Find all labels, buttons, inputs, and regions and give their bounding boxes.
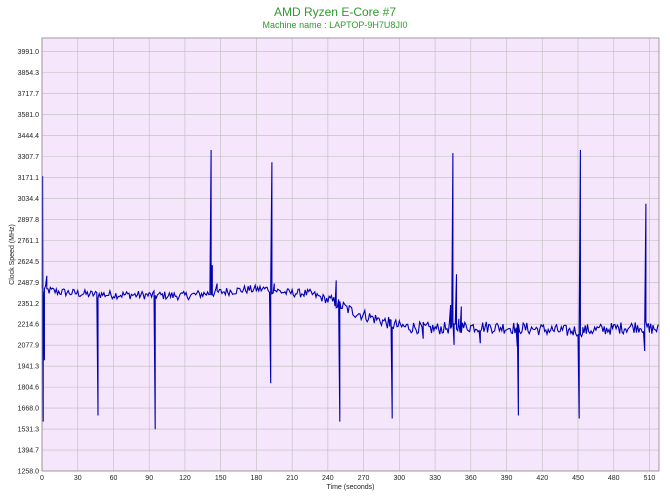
y-tick-label: 2077.9 [18,343,40,350]
x-tick-label: 420 [536,475,548,482]
y-tick-label: 2761.1 [18,238,40,245]
y-tick-label: 1258.0 [18,469,40,476]
y-tick-label: 1668.0 [18,406,40,413]
x-tick-label: 450 [572,475,584,482]
y-tick-label: 1394.7 [18,448,40,455]
x-tick-label: 270 [358,475,370,482]
y-tick-label: 3854.3 [18,70,40,77]
y-axis-ticks: 1258.0 1394.7 1531.3 1668.0 1804.6 1941.3 2077… [18,49,40,475]
y-tick-label: 3581.0 [18,112,40,119]
y-tick-label: 3444.4 [18,133,40,140]
x-tick-label: 180 [251,475,263,482]
y-tick-label: 3307.7 [18,154,40,161]
chart-title: AMD Ryzen E-Core #7 [273,5,397,19]
x-tick-label: 30 [74,475,82,482]
y-tick-label: 1941.3 [18,364,40,371]
x-axis-label: Time (seconds) [327,484,375,491]
chart-subtitle: Machine name : LAPTOP-9H7U8JI0 [262,20,408,30]
x-tick-label: 240 [322,475,334,482]
clock-speed-line [41,149,660,430]
x-tick-label: 360 [465,475,477,482]
y-tick-label: 1531.3 [18,427,40,434]
y-tick-label: 2214.6 [18,322,40,329]
y-tick-label: 2624.5 [18,259,40,266]
x-tick-label: 480 [608,475,620,482]
x-tick-label: 0 [40,475,44,482]
y-tick-label: 3717.7 [18,91,40,98]
y-axis-label: Clock Speed (MHz) [9,224,16,285]
x-tick-label: 60 [110,475,118,482]
x-tick-label: 120 [179,475,191,482]
x-tick-label: 210 [286,475,298,482]
y-tick-label: 3034.4 [18,196,40,203]
y-tick-label: 2487.9 [18,280,40,287]
x-tick-label: 510 [644,475,656,482]
x-tick-label: 390 [501,475,513,482]
x-tick-label: 330 [429,475,441,482]
y-tick-label: 2351.2 [18,301,40,308]
plot-frame [41,37,660,472]
x-axis-ticks: 0 30 60 90 120 150 180 210 240 270 300 330 360 390 420… [40,475,655,482]
x-tick-label: 150 [215,475,227,482]
x-tick-label: 90 [145,475,153,482]
x-tick-label: 300 [393,475,405,482]
plot-area [42,38,659,471]
y-tick-label: 3991.0 [18,49,40,56]
grid-lines [41,38,659,472]
y-tick-label: 1804.6 [18,385,40,392]
y-tick-label: 3171.1 [18,175,40,182]
y-tick-label: 2897.8 [18,217,40,224]
